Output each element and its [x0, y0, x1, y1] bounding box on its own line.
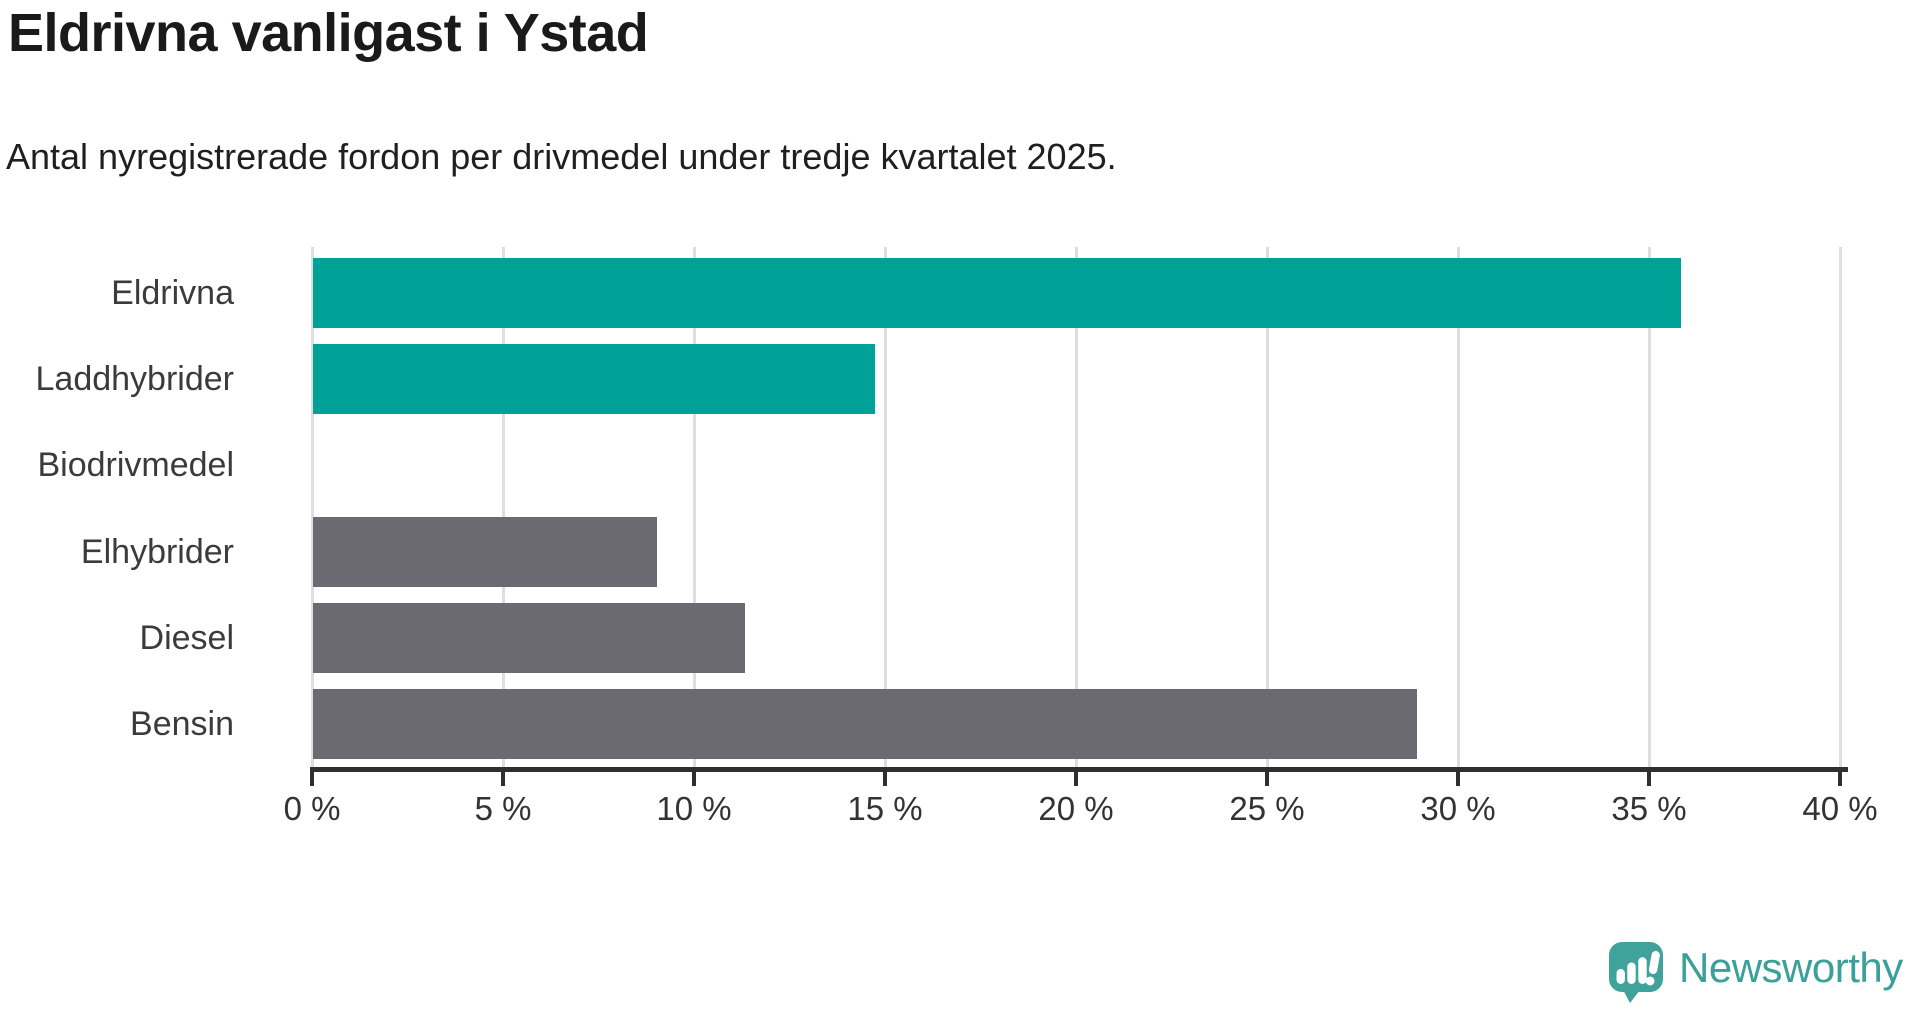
axis-tick-5% — [501, 770, 505, 786]
gridline-35% — [1648, 247, 1651, 769]
newsworthy-speech-bubble-chart-icon — [1609, 942, 1663, 1003]
tick-label-15%: 15 % — [847, 790, 923, 827]
gridline-25% — [1266, 247, 1269, 769]
category-label-eldrivna: Eldrivna — [111, 274, 234, 312]
gridline-40% — [1839, 247, 1842, 769]
tick-label-40%: 40 % — [1802, 790, 1878, 827]
bar-eldrivna — [313, 258, 1681, 328]
axis-tick-15% — [883, 770, 887, 786]
axis-tick-35% — [1647, 770, 1651, 786]
gridline-0% — [311, 247, 314, 769]
category-label-diesel: Diesel — [139, 619, 234, 657]
tick-label-5%: 5 % — [474, 790, 532, 827]
gridline-15% — [884, 247, 887, 769]
category-label-laddhybrider: Laddhybrider — [35, 360, 234, 398]
tick-label-35%: 35 % — [1611, 790, 1687, 827]
bar-bensin — [313, 689, 1417, 759]
category-label-bensin: Bensin — [130, 705, 234, 743]
x-axis-line — [310, 767, 1848, 772]
gridline-20% — [1075, 247, 1078, 769]
chart-subtitle: Antal nyregistrerade fordon per drivmede… — [6, 136, 1117, 177]
category-label-elhybrider: Elhybrider — [80, 533, 234, 571]
axis-tick-40% — [1838, 770, 1842, 786]
axis-tick-25% — [1265, 770, 1269, 786]
gridline-10% — [693, 247, 696, 769]
tick-label-20%: 20 % — [1038, 790, 1114, 827]
category-label-biodrivmedel: Biodrivmedel — [37, 446, 234, 484]
tick-label-0%: 0 % — [283, 790, 341, 827]
tick-label-10%: 10 % — [656, 790, 732, 827]
axis-tick-10% — [692, 770, 696, 786]
gridline-5% — [502, 247, 505, 769]
tick-label-25%: 25 % — [1229, 790, 1305, 827]
tick-label-30%: 30 % — [1420, 790, 1496, 827]
axis-tick-0% — [310, 770, 314, 786]
gridline-30% — [1457, 247, 1460, 769]
newsworthy-logo-text: Newsworthy — [1679, 944, 1903, 991]
chart-title: Eldrivna vanligast i Ystad — [8, 3, 649, 63]
bar-diesel — [313, 603, 745, 673]
axis-tick-30% — [1456, 770, 1460, 786]
bar-elhybrider — [313, 517, 657, 587]
bar-laddhybrider — [313, 344, 875, 414]
newsworthy-logo: Newsworthy — [1609, 942, 1903, 1004]
axis-tick-20% — [1074, 770, 1078, 786]
